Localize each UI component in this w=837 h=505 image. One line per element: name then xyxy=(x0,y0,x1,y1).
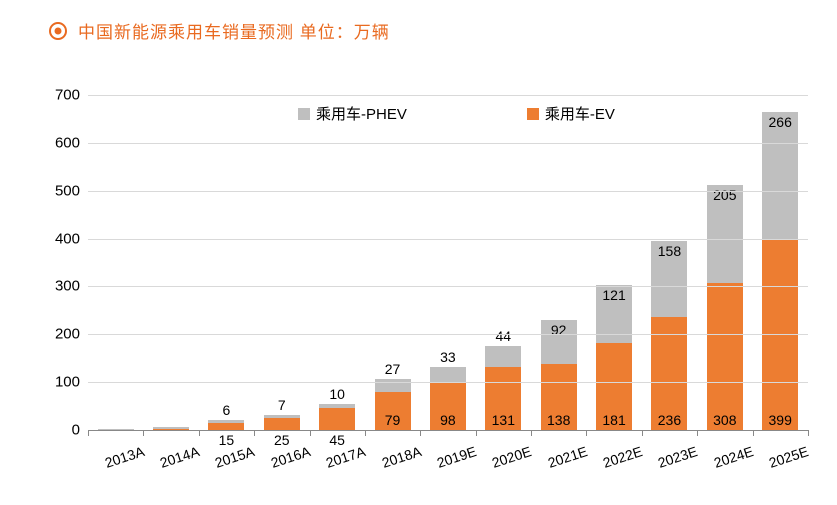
bar-value-label: 121 xyxy=(592,287,637,303)
bar-value-label: 399 xyxy=(758,412,803,428)
bar-segment-ev: 138 xyxy=(541,364,577,430)
bar-segment-ev: 131 xyxy=(485,367,521,430)
grid-line xyxy=(88,95,808,96)
grid-line xyxy=(88,334,808,335)
bar-group: 725 xyxy=(264,415,300,430)
y-tick-label: 500 xyxy=(55,182,80,199)
chart-area: 乘用车-PHEV乘用车-EV 6157251045277933984413192… xyxy=(48,95,818,495)
x-tick-mark xyxy=(808,430,809,436)
bar-segment-ev: 79 xyxy=(375,392,411,430)
y-tick-label: 400 xyxy=(55,230,80,247)
x-tick-label: 2024E xyxy=(709,435,759,494)
bar-value-label: 44 xyxy=(481,328,526,344)
grid-line xyxy=(88,286,808,287)
grid-line xyxy=(88,191,808,192)
bar-segment-phev: 158 xyxy=(651,241,687,317)
bar-segment-ev: 45 xyxy=(319,408,355,430)
grid-line xyxy=(88,143,808,144)
bar-group: 1045 xyxy=(319,404,355,430)
bar-value-label: 131 xyxy=(481,412,526,428)
target-bullet-icon xyxy=(48,21,68,41)
chart-title: 中国新能源乘用车销量预测 单位：万辆 xyxy=(78,18,390,43)
grid-line xyxy=(88,382,808,383)
grid-line xyxy=(88,239,808,240)
x-tick-label: 2018A xyxy=(376,435,426,494)
bar-value-label: 181 xyxy=(592,412,637,428)
x-tick-label: 2015A xyxy=(210,435,260,494)
bar-value-label: 158 xyxy=(647,243,692,259)
bar-value-label: 6 xyxy=(204,402,249,418)
bar-group: 92138 xyxy=(541,320,577,430)
bar-group: 44131 xyxy=(485,346,521,430)
x-tick-label: 2019E xyxy=(432,435,482,494)
bar-segment-phev: 92 xyxy=(541,320,577,364)
bar-value-label: 205 xyxy=(702,187,747,203)
bar-value-label: 27 xyxy=(370,361,415,377)
bar-value-label: 7 xyxy=(259,397,304,413)
x-tick-label: 2025E xyxy=(764,435,814,494)
x-tick-label: 2016A xyxy=(266,435,316,494)
y-tick-label: 700 xyxy=(55,87,80,104)
bars-container: 6157251045277933984413192138121181158236… xyxy=(88,95,808,430)
bar-value-label: 308 xyxy=(702,412,747,428)
bar-group: 3398 xyxy=(430,367,466,430)
grid-line xyxy=(88,430,808,431)
x-tick-label: 2013A xyxy=(99,435,149,494)
bar-value-label: 33 xyxy=(425,349,470,365)
bar-group: 205308 xyxy=(707,185,743,430)
bar-segment-ev: 308 xyxy=(707,283,743,430)
x-tick-label: 2023E xyxy=(653,435,703,494)
bar-segment-phev: 205 xyxy=(707,185,743,283)
bar-segment-phev: 266 xyxy=(762,112,798,239)
x-tick-label: 2017A xyxy=(321,435,371,494)
bar-segment-ev: 181 xyxy=(596,343,632,430)
bar-value-label: 79 xyxy=(370,412,415,428)
y-tick-label: 100 xyxy=(55,374,80,391)
x-tick-label: 2014A xyxy=(155,435,205,494)
x-axis-labels: 2013A2014A2015A2016A2017A2018A2019E2020E… xyxy=(88,435,808,485)
bar-value-label: 138 xyxy=(536,412,581,428)
bar-group: 615 xyxy=(208,420,244,430)
x-tick-label: 2021E xyxy=(542,435,592,494)
bar-group: 158236 xyxy=(651,241,687,430)
bar-segment-phev: 33 xyxy=(430,367,466,383)
bar-segment-phev: 44 xyxy=(485,346,521,367)
bar-value-label: 10 xyxy=(315,386,360,402)
bar-segment-ev: 25 xyxy=(264,418,300,430)
plot-region: 乘用车-PHEV乘用车-EV 6157251045277933984413192… xyxy=(88,95,808,430)
y-tick-label: 600 xyxy=(55,134,80,151)
bar-group: 121181 xyxy=(596,285,632,430)
bar-value-label: 92 xyxy=(536,322,581,338)
bar-value-label: 236 xyxy=(647,412,692,428)
chart-header: 中国新能源乘用车销量预测 单位：万辆 xyxy=(48,18,390,43)
bar-value-label: 98 xyxy=(425,412,470,428)
y-tick-label: 200 xyxy=(55,326,80,343)
y-tick-label: 0 xyxy=(72,422,80,439)
x-tick-label: 2022E xyxy=(598,435,648,494)
bar-segment-ev: 15 xyxy=(208,423,244,430)
bar-group: 2779 xyxy=(375,379,411,430)
x-tick-label: 2020E xyxy=(487,435,537,494)
bar-segment-ev: 98 xyxy=(430,383,466,430)
bar-value-label: 266 xyxy=(758,114,803,130)
y-tick-label: 300 xyxy=(55,278,80,295)
